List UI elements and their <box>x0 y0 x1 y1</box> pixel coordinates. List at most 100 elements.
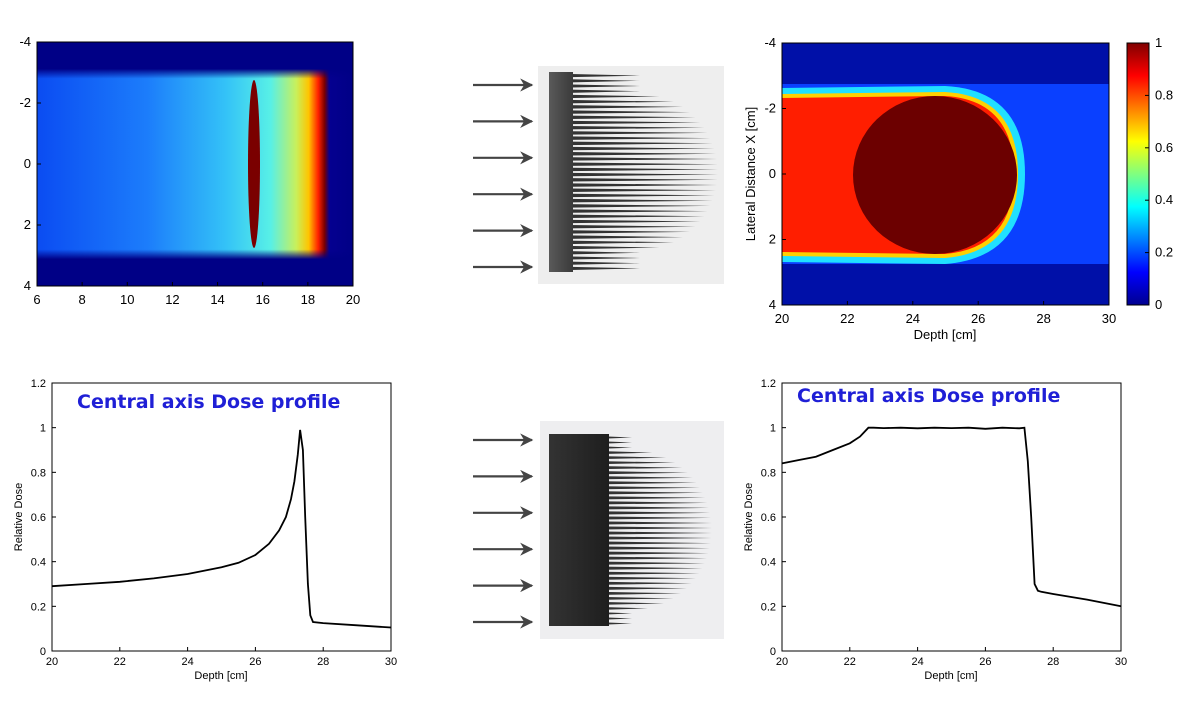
x-tick-label: 26 <box>979 656 991 668</box>
ridge-filter-diagram-top <box>473 66 724 284</box>
x-tick-label: 20 <box>346 292 360 307</box>
line-chart-pristine-peak-frame <box>51 382 392 652</box>
x-tick-label: 26 <box>249 656 261 668</box>
filter-tooth <box>560 245 660 250</box>
filter-tooth <box>590 526 712 530</box>
y-tick-label: -2 <box>764 101 776 116</box>
colorbar-axis: 0 0.2 0.4 0.6 0.8 1 <box>1145 35 1173 312</box>
x-tick-label: 30 <box>385 656 397 668</box>
filter-tooth <box>590 501 708 505</box>
filter-tooth <box>590 536 712 540</box>
filter-tooth <box>560 94 660 99</box>
y-tick-label: 4 <box>769 297 776 312</box>
filter-tooth <box>590 571 700 575</box>
filter-tooth <box>590 496 706 500</box>
x-tick-label: 28 <box>1036 311 1050 326</box>
filter-tooth <box>560 73 640 78</box>
y-tick-label: 0.8 <box>31 467 46 479</box>
filter-tooth <box>560 250 640 255</box>
filter-tooth <box>560 125 705 130</box>
filter-tooth <box>560 99 674 104</box>
filter-tooth <box>560 224 696 229</box>
colorbar-tick-label: 0.4 <box>1155 192 1173 207</box>
filter-tooth <box>590 586 687 591</box>
filter-tooth <box>590 481 697 485</box>
filter-tooth <box>560 146 715 151</box>
filter-tooth <box>590 531 712 535</box>
line-chart-pristine-peak-title: Central axis Dose profile <box>77 391 340 413</box>
filter-tooth <box>560 136 711 140</box>
y-tick-label: 0.6 <box>31 512 46 524</box>
heatmap-spread-out-y-axis: -4 -2 0 2 4 <box>764 35 786 312</box>
heatmap-single-edge-x-axis: 6 8 10 12 14 16 18 20 <box>33 282 360 307</box>
diagram-top-base-plate <box>549 72 573 272</box>
filter-tooth <box>560 256 640 260</box>
line-chart-pristine-peak: 20 22 24 26 28 30 0 0.2 0.4 0.6 0.8 1 1.2 Central a… <box>13 378 397 682</box>
colorbar <box>1126 42 1150 306</box>
line-chart-pristine-peak-x-axis: 20 22 24 26 28 30 <box>46 647 397 668</box>
filter-tooth <box>560 162 718 166</box>
x-tick-label: 18 <box>301 292 315 307</box>
filter-tooth <box>560 198 713 203</box>
filter-tooth <box>560 240 674 245</box>
heatmap-single-edge: 6 8 10 12 14 16 18 20 -4 -2 0 2 4 <box>19 34 360 307</box>
filter-tooth <box>590 576 696 580</box>
x-tick-label: 20 <box>46 656 58 668</box>
y-tick-label: 0.6 <box>761 512 776 524</box>
line-chart-pristine-peak-xlabel: Depth [cm] <box>194 670 247 682</box>
filter-tooth <box>590 486 700 490</box>
filter-tooth <box>560 261 640 265</box>
y-tick-label: 0.2 <box>31 601 46 613</box>
diagram-top-teeth <box>560 73 718 271</box>
x-tick-label: 22 <box>114 656 126 668</box>
filter-tooth <box>560 120 701 125</box>
filter-tooth <box>560 105 683 109</box>
line-chart-spread-out-ylabel: Relative Dose <box>743 483 755 551</box>
filter-tooth <box>590 551 709 555</box>
filter-tooth <box>560 204 711 208</box>
y-tick-label: 1 <box>40 423 46 435</box>
filter-tooth <box>560 183 717 187</box>
y-tick-label: 0 <box>770 646 776 658</box>
x-tick-label: 20 <box>776 656 788 668</box>
x-tick-label: 30 <box>1115 656 1127 668</box>
y-tick-label: -4 <box>764 35 776 50</box>
line-chart-spread-out-y-axis: 0 0.2 0.4 0.6 0.8 1 1.2 <box>761 378 786 658</box>
x-tick-label: 24 <box>181 656 193 668</box>
filter-tooth <box>560 193 715 198</box>
y-tick-label: 0.8 <box>761 467 776 479</box>
filter-tooth <box>560 151 716 156</box>
colorbar-tick-label: 1 <box>1155 35 1162 50</box>
colorbar-tick-label: 0.8 <box>1155 87 1173 102</box>
filter-tooth <box>590 546 710 550</box>
heatmap-spread-out-x-axis: 20 22 24 26 28 30 <box>775 301 1116 326</box>
y-tick-label: -2 <box>19 95 31 110</box>
filter-tooth <box>590 556 707 560</box>
filter-tooth <box>560 230 690 234</box>
y-tick-label: -4 <box>19 34 31 49</box>
y-tick-label: 0.4 <box>761 557 776 569</box>
y-tick-label: 0 <box>40 646 46 658</box>
filter-tooth <box>590 465 683 470</box>
filter-tooth <box>590 541 711 545</box>
y-tick-label: 2 <box>769 232 776 247</box>
colorbar-tick-label: 0.2 <box>1155 245 1173 260</box>
filter-tooth <box>560 178 718 182</box>
filter-tooth <box>590 521 712 525</box>
x-tick-label: 26 <box>971 311 985 326</box>
x-tick-label: 6 <box>33 292 40 307</box>
diagram-bottom-beam-arrows <box>473 433 534 629</box>
filter-tooth <box>560 89 640 94</box>
x-tick-label: 24 <box>906 311 920 326</box>
y-tick-label: 4 <box>24 278 31 293</box>
x-tick-label: 30 <box>1102 311 1116 326</box>
line-chart-spread-out-title: Central axis Dose profile <box>797 385 1060 407</box>
ridge-filter-diagram-bottom <box>473 421 724 639</box>
filter-tooth <box>590 566 703 570</box>
x-tick-label: 10 <box>120 292 134 307</box>
filter-tooth <box>560 79 640 83</box>
y-tick-label: 1.2 <box>31 378 46 390</box>
filter-tooth <box>590 470 688 475</box>
line-chart-pristine-peak-ylabel: Relative Dose <box>13 483 25 551</box>
